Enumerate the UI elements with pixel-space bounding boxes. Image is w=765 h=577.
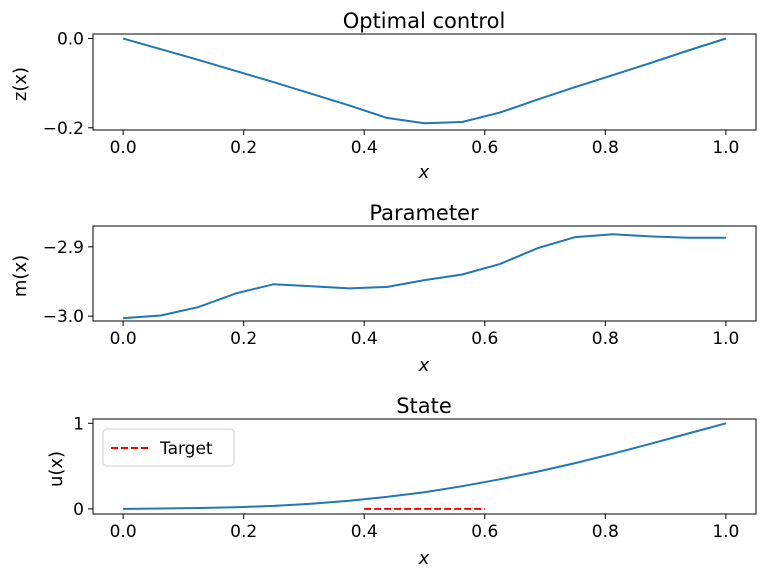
axes-frame	[92, 418, 757, 515]
axes-frame	[92, 33, 757, 131]
y-tick-label: −0.2	[43, 119, 84, 139]
y-tick-label: 0	[73, 500, 84, 520]
axes-frame	[92, 225, 757, 322]
chart-title: Parameter	[369, 201, 479, 225]
legend: Target	[102, 428, 235, 467]
series-line	[123, 233, 726, 320]
x-tick-label: 1.0	[712, 329, 739, 349]
chart-title: Optimal control	[343, 9, 506, 33]
panel-parameter: Parameter x m(x) 0.0 0.2 0.4 0.6 0.8 1.0 −2.9 −…	[10, 201, 757, 376]
y-axis-label: m(x)	[10, 255, 31, 297]
chart-title: State	[396, 394, 452, 418]
y-tick-label: −2.9	[43, 238, 84, 258]
x-axis-label: x	[418, 162, 430, 183]
series-line	[123, 422, 727, 510]
y-tick-label: −3.0	[43, 307, 84, 327]
x-tick-label: 0.0	[110, 522, 137, 542]
x-tick-label: 0.4	[351, 522, 378, 542]
x-tick-label: 0.2	[230, 138, 257, 158]
panel-state: State x u(x) 0.0 0.2 0.4 0.6 0.8 1.0 1 0 Target	[46, 394, 757, 569]
x-tick-label: 0.4	[351, 138, 378, 158]
panel-optimal-control: Optimal control x z(x) 0.0 0.2 0.4 0.6 0.8 1.…	[10, 9, 757, 183]
x-tick-label: 0.6	[471, 138, 498, 158]
x-tick-label: 0.2	[230, 522, 257, 542]
x-tick-label: 0.8	[592, 138, 619, 158]
x-tick-label: 0.8	[592, 329, 619, 349]
y-axis-label: z(x)	[10, 67, 31, 101]
legend-box	[102, 428, 235, 467]
x-tick-label: 1.0	[712, 138, 739, 158]
x-tick-label: 0.4	[351, 329, 378, 349]
x-tick-label: 1.0	[712, 522, 739, 542]
x-tick-label: 0.0	[110, 329, 137, 349]
y-tick-label: 0.0	[57, 29, 84, 49]
x-axis-label: x	[418, 548, 430, 569]
x-axis-label: x	[418, 355, 430, 376]
legend-label: Target	[159, 439, 213, 459]
y-axis-label: u(x)	[46, 451, 67, 487]
x-tick-label: 0.6	[471, 522, 498, 542]
x-tick-label: 0.8	[592, 522, 619, 542]
series-line	[122, 37, 727, 125]
x-tick-label: 0.6	[471, 329, 498, 349]
y-tick-label: 1	[73, 414, 84, 434]
x-tick-label: 0.2	[230, 329, 257, 349]
x-tick-label: 0.0	[110, 138, 137, 158]
